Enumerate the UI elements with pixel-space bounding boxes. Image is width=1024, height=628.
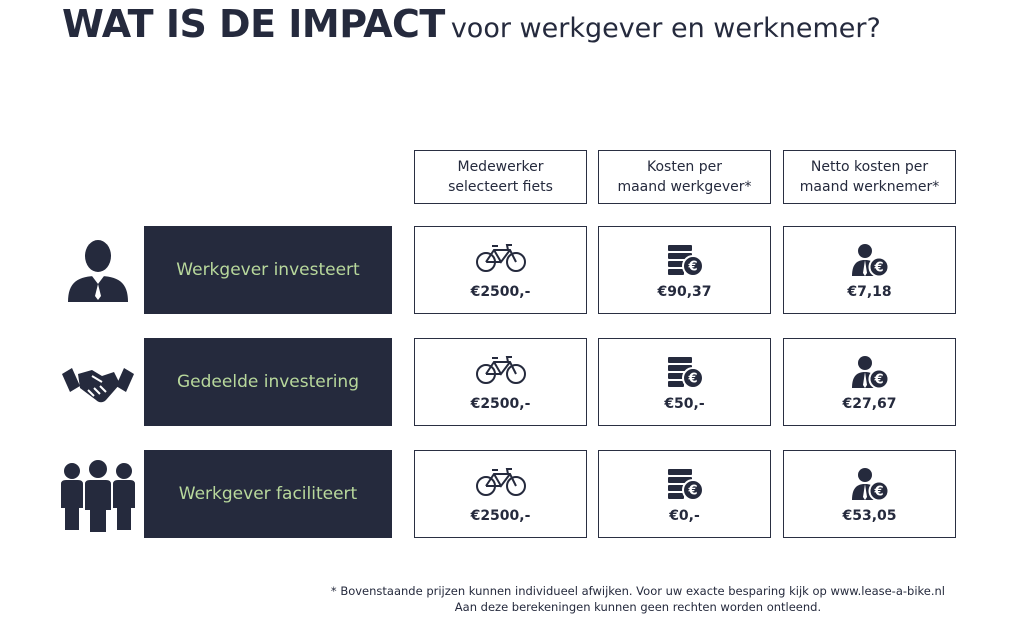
net-icon: €	[851, 244, 889, 277]
row-label: Gedeelde investering	[144, 338, 392, 426]
footnote-line: * Bovenstaande prijzen kunnen individuee…	[330, 584, 945, 598]
value: €2500,-	[470, 396, 531, 412]
value-cell: € €53,05	[783, 450, 956, 538]
footnote: * Bovenstaande prijzen kunnen individuee…	[331, 583, 945, 615]
svg-text:€: €	[687, 372, 697, 387]
bike-icon	[475, 244, 526, 272]
value-cell: € €0,-	[598, 450, 771, 538]
value: €50,-	[664, 396, 705, 412]
handshake-icon	[62, 368, 134, 403]
footnote-line: Aan deze berekeningen kunnen geen rechte…	[454, 600, 822, 614]
column-header: Kosten per maand werkgever*	[598, 150, 771, 204]
value: €7,18	[847, 284, 892, 300]
employer-icon	[68, 240, 128, 302]
cost-icon: €	[667, 357, 704, 389]
cost-icon: €	[667, 245, 704, 277]
value: €53,05	[842, 508, 897, 524]
row-label: Werkgever investeert	[144, 226, 392, 314]
cost-icon: €	[667, 469, 704, 501]
svg-text:€: €	[687, 260, 697, 275]
value: €2500,-	[470, 508, 531, 524]
value: €90,37	[657, 284, 712, 300]
value: €27,67	[842, 396, 897, 412]
title: WAT IS DE IMPACT voor werkgever en werkne…	[62, 2, 881, 46]
bike-icon	[475, 468, 526, 496]
svg-text:€: €	[687, 484, 697, 499]
value-cell: € €7,18	[783, 226, 956, 314]
value-cell: € €50,-	[598, 338, 771, 426]
bike-icon	[475, 356, 526, 384]
value-cell: € €90,37	[598, 226, 771, 314]
net-icon: €	[851, 468, 889, 501]
value: €2500,-	[470, 284, 531, 300]
column-header: Netto kosten per maand werknemer*	[783, 150, 956, 204]
value-cell: €2500,-	[414, 450, 587, 538]
title-bold: WAT IS DE IMPACT	[62, 2, 445, 46]
title-rest: voor werkgever en werknemer?	[450, 13, 881, 44]
svg-text:€: €	[873, 373, 883, 388]
value: €0,-	[669, 508, 700, 524]
column-header: Medewerker selecteert fiets	[414, 150, 587, 204]
svg-text:€: €	[873, 485, 883, 500]
value-cell: €2500,-	[414, 226, 587, 314]
net-icon: €	[851, 356, 889, 389]
group-icon	[61, 460, 135, 532]
value-cell: €2500,-	[414, 338, 587, 426]
svg-text:€: €	[873, 261, 883, 276]
row-label: Werkgever faciliteert	[144, 450, 392, 538]
value-cell: € €27,67	[783, 338, 956, 426]
